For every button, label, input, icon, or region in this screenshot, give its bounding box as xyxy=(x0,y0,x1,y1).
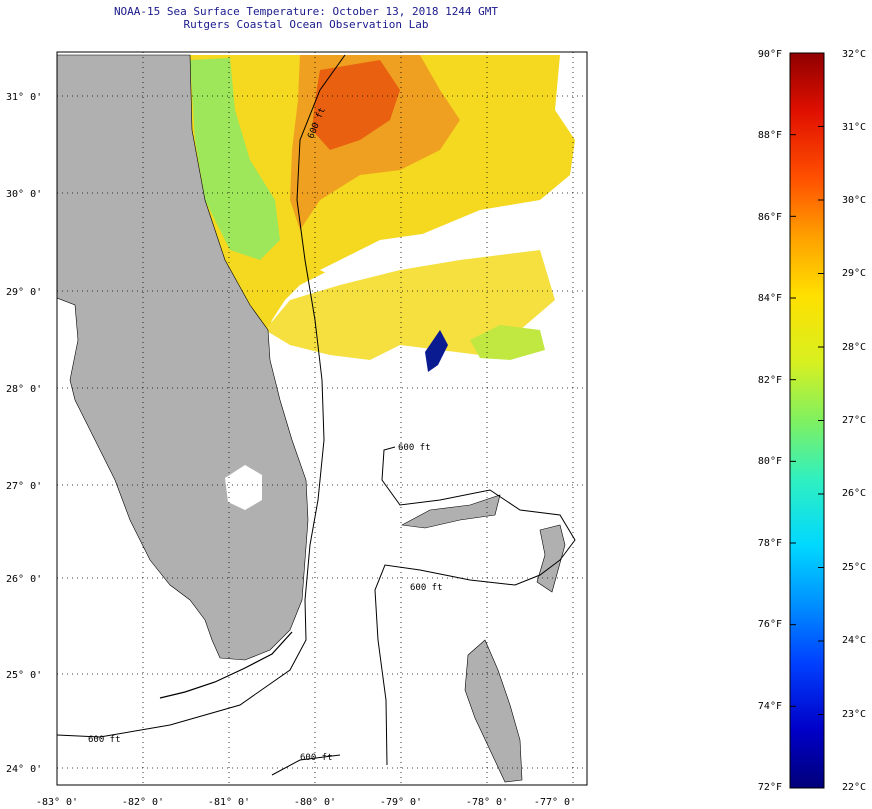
celsius-label: 22°C xyxy=(842,782,866,793)
sst-green-patch xyxy=(470,325,545,360)
sst-warm-field xyxy=(190,55,575,340)
celsius-label: 31°C xyxy=(842,122,866,133)
celsius-label: 24°C xyxy=(842,635,866,646)
sst-cool-coastal xyxy=(190,58,280,260)
fahrenheit-label: 80°F xyxy=(758,456,782,467)
longitude-axis: -83° 0' -82° 0' -81° 0' -80° 0' -79° 0' … xyxy=(36,797,576,808)
fahrenheit-label: 78°F xyxy=(758,538,782,549)
lon-label: -83° 0' xyxy=(36,797,78,808)
celsius-label: 26°C xyxy=(842,488,866,499)
celsius-label: 28°C xyxy=(842,342,866,353)
map-subtitle: Rutgers Coastal Ocean Observation Lab xyxy=(183,18,429,31)
isobath-label-west: 600 ft xyxy=(88,735,121,745)
fahrenheit-label: 88°F xyxy=(758,130,782,141)
isobath-600ft-south xyxy=(271,754,341,776)
lat-label: 24° 0' xyxy=(6,764,42,775)
fahrenheit-label: 90°F xyxy=(758,49,782,60)
bahamas-grand-bahama xyxy=(401,494,501,529)
fahrenheit-label: 86°F xyxy=(758,212,782,223)
latitude-axis: 31° 0' 30° 0' 29° 0' 28° 0' 27° 0' 26° 0… xyxy=(6,92,42,775)
celsius-label: 27°C xyxy=(842,415,866,426)
fahrenheit-label: 76°F xyxy=(758,619,782,630)
lake-okeechobee xyxy=(225,465,262,510)
celsius-label: 29°C xyxy=(842,268,866,279)
isobath-600ft-florida xyxy=(57,54,346,738)
colorbar-ticks xyxy=(790,52,824,789)
temperature-colorbar: 90°F 88°F 86°F 84°F 82°F 80°F 78°F 76°F … xyxy=(758,49,866,793)
lat-label: 31° 0' xyxy=(6,92,42,103)
fahrenheit-label: 74°F xyxy=(758,701,782,712)
sst-cold-blob xyxy=(425,330,448,372)
sst-cloud-gap xyxy=(320,215,500,282)
lat-label: 28° 0' xyxy=(6,384,42,395)
lat-label: 27° 0' xyxy=(6,481,42,492)
lat-label: 29° 0' xyxy=(6,287,42,298)
celsius-label: 25°C xyxy=(842,562,866,573)
map-frame xyxy=(56,51,588,786)
lat-label: 26° 0' xyxy=(6,574,42,585)
lon-label: -82° 0' xyxy=(122,797,164,808)
fahrenheit-label: 72°F xyxy=(758,782,782,793)
celsius-label: 23°C xyxy=(842,709,866,720)
isobath-label-east: 600 ft xyxy=(398,443,431,453)
graticule xyxy=(57,52,587,785)
map-title: NOAA-15 Sea Surface Temperature: October… xyxy=(113,5,499,18)
celsius-label: 30°C xyxy=(842,195,866,206)
sst-southern-patches xyxy=(265,250,555,360)
lat-label: 25° 0' xyxy=(6,670,42,681)
bahamas-andros xyxy=(464,639,523,783)
lon-label: -78° 0' xyxy=(466,797,508,808)
lon-label: -81° 0' xyxy=(208,797,250,808)
lon-label: -79° 0' xyxy=(380,797,422,808)
isobath-label-bahamas: 600 ft xyxy=(410,583,443,593)
celsius-label: 32°C xyxy=(842,49,866,60)
fahrenheit-label: 84°F xyxy=(758,293,782,304)
fahrenheit-label: 82°F xyxy=(758,375,782,386)
map-canvas: 600 ft 600 ft 600 ft 600 ft 600 ft xyxy=(57,52,587,785)
lon-label: -80° 0' xyxy=(294,797,336,808)
lon-label: -77° 0' xyxy=(534,797,576,808)
sst-hot-core xyxy=(312,60,400,150)
florida-keys xyxy=(159,631,293,699)
bahamas-abaco xyxy=(536,524,566,593)
isobath-600ft-bahamas xyxy=(374,446,576,766)
lat-label: 30° 0' xyxy=(6,189,42,200)
isobath-label-south: 600 ft xyxy=(300,753,333,763)
